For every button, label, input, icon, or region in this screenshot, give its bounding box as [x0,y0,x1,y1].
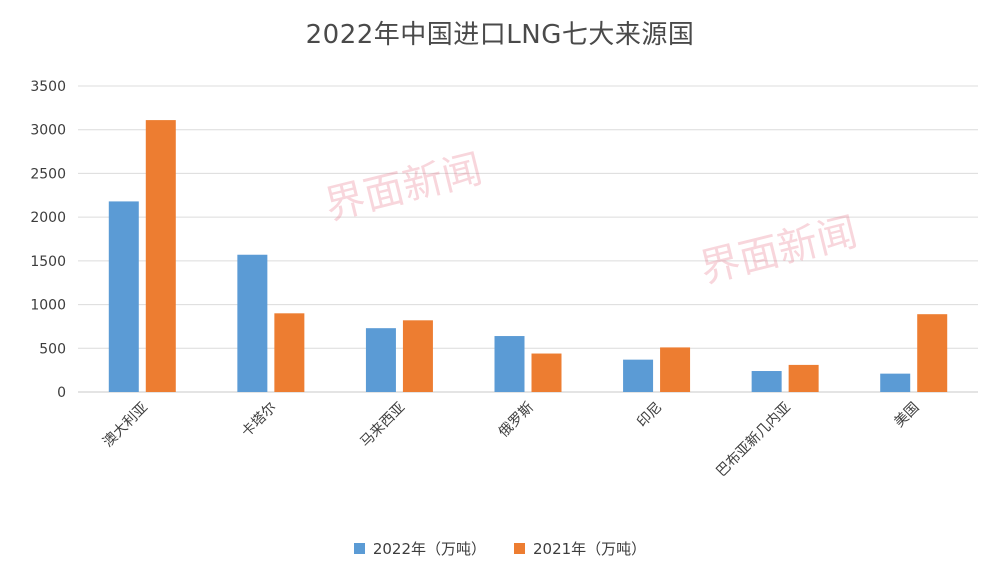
bar-2021 [145,120,176,393]
bar-2022 [751,371,782,392]
legend-swatch-2022 [353,543,365,554]
y-tick-label: 1500 [30,254,66,270]
bar-2022 [880,373,911,392]
legend-label-2021: 2021年（万吨） [533,540,647,558]
y-tick-label: 1000 [30,298,66,314]
bar-2022 [623,359,654,392]
legend-label-2022: 2022年（万吨） [372,540,486,558]
bar-2021 [531,353,562,392]
x-tick-label: 俄罗斯 [496,400,537,441]
bar-2021 [402,320,433,392]
bar-2022 [494,336,525,392]
y-tick-label: 2000 [30,210,66,226]
legend-item-2021: 2021年（万吨） [514,538,646,559]
x-tick-label: 卡塔尔 [239,400,280,441]
bar-2022 [237,254,268,392]
x-tick-label: 马来西亚 [357,400,408,451]
bar-2021 [660,347,691,392]
bar-2021 [917,314,948,392]
x-tick-label: 美国 [891,400,922,431]
y-tick-label: 3000 [30,123,66,139]
bar-2022 [365,328,396,392]
legend-swatch-2021 [514,543,525,554]
x-tick-label: 印尼 [634,400,665,431]
x-tick-label: 澳大利亚 [100,400,151,451]
chart-legend: 2022年（万吨） 2021年（万吨） [0,538,1000,559]
y-tick-label: 3500 [30,79,66,95]
bar-2021 [788,364,819,392]
x-tick-label: 巴布亚新几内亚 [713,400,794,481]
y-tick-label: 500 [39,341,66,357]
bar-2022 [108,201,139,392]
bar-2021 [274,313,305,392]
y-tick-label: 0 [57,385,66,401]
legend-item-2022: 2022年（万吨） [353,538,486,559]
y-tick-label: 2500 [30,166,66,182]
chart-title: 2022年中国进口LNG七大来源国 [305,20,695,50]
